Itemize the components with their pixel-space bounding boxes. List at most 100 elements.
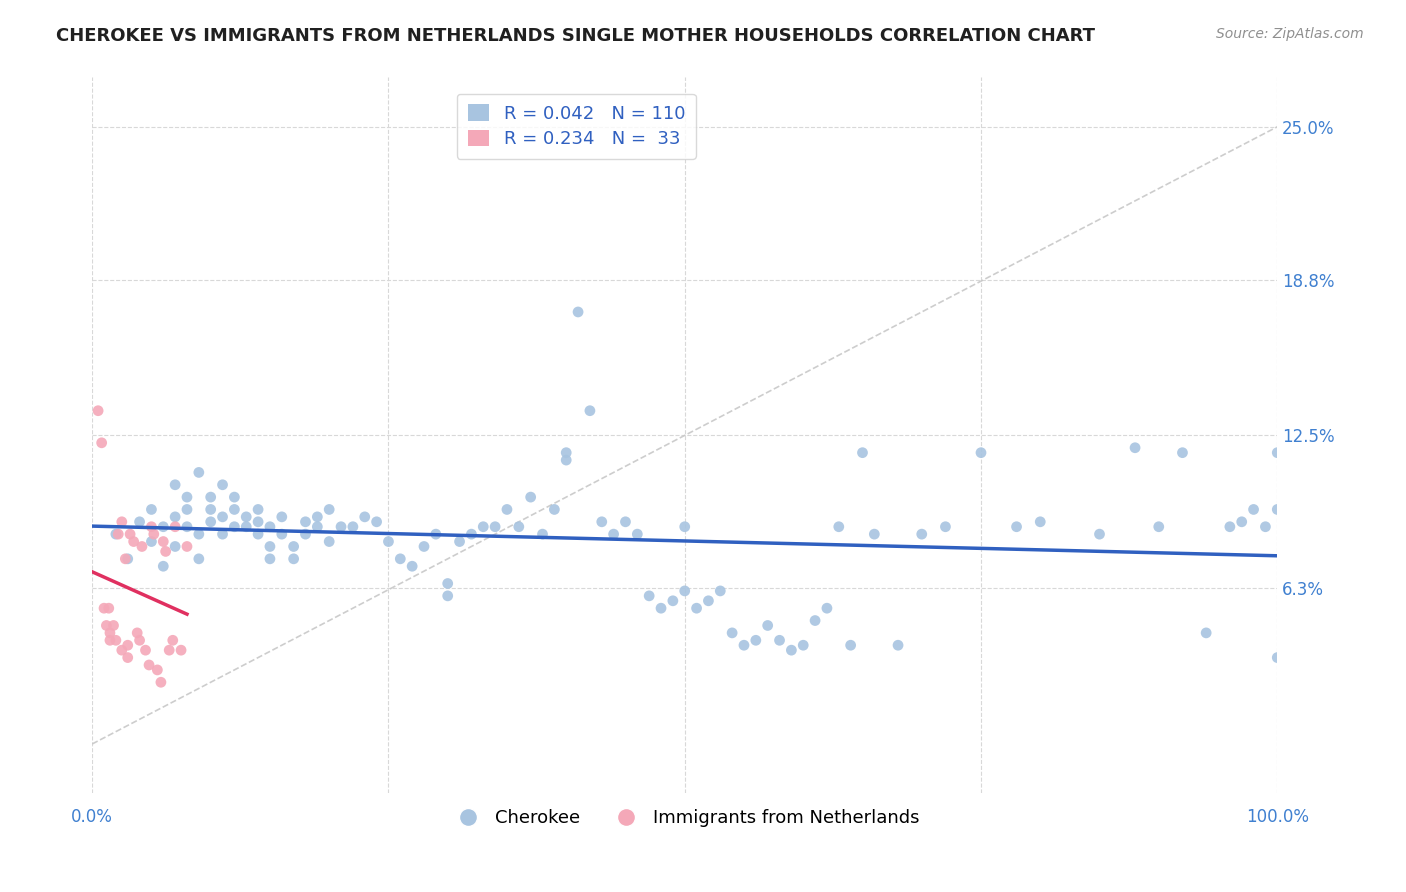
Point xyxy=(745,633,768,648)
Point xyxy=(318,502,340,516)
Point xyxy=(120,527,142,541)
Point xyxy=(98,633,121,648)
Point xyxy=(98,626,121,640)
Point xyxy=(307,509,329,524)
Point xyxy=(353,509,375,524)
Point xyxy=(1219,520,1241,534)
Point xyxy=(579,403,602,417)
Point xyxy=(162,633,184,648)
Point xyxy=(591,515,613,529)
Point xyxy=(96,618,118,632)
Point xyxy=(567,305,589,319)
Point xyxy=(294,527,316,541)
Point xyxy=(330,520,353,534)
Point xyxy=(97,601,120,615)
Point xyxy=(851,445,873,459)
Point xyxy=(142,527,165,541)
Point xyxy=(1265,502,1288,516)
Point xyxy=(211,477,233,491)
Point xyxy=(165,477,187,491)
Point xyxy=(87,403,110,417)
Point xyxy=(389,551,412,566)
Point xyxy=(224,502,246,516)
Point xyxy=(259,551,281,566)
Point xyxy=(1029,515,1052,529)
Point xyxy=(828,520,851,534)
Point xyxy=(1230,515,1253,529)
Point xyxy=(508,520,530,534)
Point xyxy=(626,527,648,541)
Point xyxy=(224,490,246,504)
Point xyxy=(187,527,209,541)
Point xyxy=(200,515,222,529)
Point xyxy=(413,540,436,554)
Point xyxy=(187,466,209,480)
Point xyxy=(1265,650,1288,665)
Point xyxy=(224,520,246,534)
Point xyxy=(165,520,187,534)
Point xyxy=(1243,502,1265,516)
Point xyxy=(780,643,803,657)
Point xyxy=(1265,445,1288,459)
Point xyxy=(235,509,257,524)
Point xyxy=(815,601,838,615)
Point xyxy=(149,675,172,690)
Point xyxy=(235,520,257,534)
Point xyxy=(436,589,458,603)
Text: Source: ZipAtlas.com: Source: ZipAtlas.com xyxy=(1216,27,1364,41)
Point xyxy=(141,502,163,516)
Text: 0.0%: 0.0% xyxy=(72,808,112,826)
Point xyxy=(519,490,541,504)
Point xyxy=(270,527,292,541)
Point xyxy=(131,540,153,554)
Point xyxy=(709,583,731,598)
Point xyxy=(1195,626,1218,640)
Point xyxy=(259,540,281,554)
Point xyxy=(176,520,198,534)
Point xyxy=(1254,520,1277,534)
Point xyxy=(543,502,565,516)
Point xyxy=(138,657,160,672)
Point xyxy=(1147,520,1170,534)
Point xyxy=(1123,441,1146,455)
Point xyxy=(111,515,134,529)
Point xyxy=(934,520,956,534)
Point xyxy=(294,515,316,529)
Point xyxy=(531,527,554,541)
Point xyxy=(128,515,150,529)
Point xyxy=(970,445,993,459)
Point xyxy=(247,515,270,529)
Point xyxy=(134,643,156,657)
Point xyxy=(401,559,423,574)
Legend: Cherokee, Immigrants from Netherlands: Cherokee, Immigrants from Netherlands xyxy=(443,802,927,834)
Point xyxy=(1005,520,1028,534)
Point xyxy=(733,638,755,652)
Point xyxy=(638,589,661,603)
Point xyxy=(141,534,163,549)
Point xyxy=(555,453,578,467)
Point xyxy=(247,527,270,541)
Point xyxy=(176,490,198,504)
Point xyxy=(792,638,814,652)
Point xyxy=(200,502,222,516)
Point xyxy=(756,618,779,632)
Point xyxy=(436,576,458,591)
Point xyxy=(152,520,174,534)
Point xyxy=(377,534,399,549)
Point xyxy=(111,643,134,657)
Point xyxy=(152,559,174,574)
Point xyxy=(90,435,112,450)
Point xyxy=(555,445,578,459)
Point xyxy=(211,509,233,524)
Point xyxy=(1088,527,1111,541)
Point xyxy=(283,540,305,554)
Point xyxy=(170,643,193,657)
Point xyxy=(721,626,744,640)
Point xyxy=(804,614,827,628)
Point xyxy=(697,594,720,608)
Point xyxy=(93,601,115,615)
Point xyxy=(685,601,707,615)
Point xyxy=(673,583,696,598)
Point xyxy=(318,534,340,549)
Point xyxy=(283,551,305,566)
